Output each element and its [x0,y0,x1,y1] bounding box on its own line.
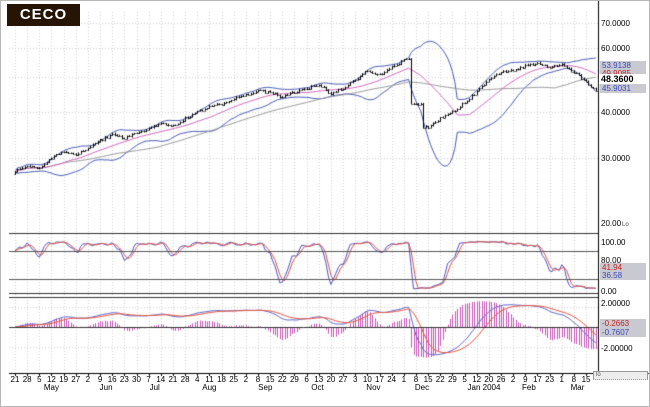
y-tick-60: 60.0000 [601,44,630,53]
x-tick-label: 15 [265,375,275,384]
month-label: Oct [311,383,324,392]
month-label: Jan 2004 [467,383,501,392]
x-tick-label: 21 [10,375,20,384]
x-tick-label: 3 [352,375,358,384]
x-tick-label: 11 [205,375,214,384]
month-label: Dec [414,383,430,392]
x-tick-label: 29 [447,375,457,384]
x-tick-label: 12 [46,375,56,384]
x-tick-label: 13 [314,375,324,384]
x-tick-label: 29 [289,375,299,384]
macd-value-badge: -0.7607 [600,328,646,337]
stoch-tick-0: 0.00 [601,287,617,296]
x-tick-label: 1 [401,375,407,384]
month-label: Sep [258,383,273,392]
y-tick-20-value: 20.00 [601,219,622,228]
x-tick-label: 8 [571,375,577,384]
x-tick-label: 14 [156,375,166,384]
y-tick-40: 40.0000 [601,108,630,117]
x-tick-label: 6 [304,375,309,384]
month-label: Feb [522,383,536,392]
macd-tick-neg2: -2.00000 [601,344,633,353]
x-tick-label: 28 [180,375,190,384]
x-tick-label: 2 [510,375,516,384]
last-price-badge: 48.3600 [599,74,646,84]
stoch-tick-80: 80.00 [601,256,622,265]
x-tick-label: 9 [523,375,528,384]
month-label: May [43,383,59,392]
x-tick-label: 23 [119,375,129,384]
x-tick-label: 15 [581,375,591,384]
x-tick-label: 5 [462,375,467,384]
x-tick-label: 22 [277,375,287,384]
x-tick-label: 17 [375,375,384,384]
mid-band-badge: 49.9085 [600,69,646,78]
x-tick-label: 7 [146,375,151,384]
axis-corner-widget: lo [593,371,648,380]
log-scale-label: Lo [622,222,629,228]
x-tick-label: 17 [532,375,542,384]
x-tick-label: 2 [85,375,91,384]
stoch-tick-100: 100.00 [601,238,626,247]
month-label: Jul [149,383,160,392]
x-tick-label: 27 [71,375,81,384]
x-tick-label: 9 [97,375,103,384]
x-tick-label: 4 [195,375,200,384]
y-tick-70: 70.0000 [601,19,630,28]
x-tick-label: 5 [37,375,42,384]
x-tick-label: 22 [435,375,445,384]
y-tick-30: 30.0000 [601,154,630,163]
x-tick-label: 24 [387,375,397,384]
x-tick-label: 1 [559,375,564,384]
month-label: Mar [570,383,585,392]
stoch-d-badge: 41.94 [600,263,646,272]
stoch-k-badge: 36.58 [600,271,646,280]
x-tick-label: 27 [338,375,348,384]
x-tick-label: 28 [22,375,32,384]
x-tick-label: 2 [243,375,249,384]
x-tick-label: 19 [59,375,69,384]
y-tick-20: 20.00Lo [601,219,629,230]
macd-tick-pos2: 2.00000 [601,299,630,308]
x-tick-label: 30 [132,375,141,384]
x-tick-label: 20 [484,375,494,384]
lower-band-badge: 45.9031 [600,84,646,93]
macd-signal-badge: -0.2663 [600,319,646,328]
x-tick-label: 21 [168,375,178,384]
x-tick-label: 10 [362,375,372,384]
x-tick-label: 25 [229,375,239,384]
month-label: Jun [99,383,113,392]
upper-band-badge: 53.9138 [600,61,646,70]
x-tick-label: 12 [472,375,482,384]
x-tick-label: 20 [326,375,336,384]
x-tick-label: 8 [413,375,419,384]
x-tick-label: 8 [255,375,261,384]
x-tick-label: 15 [423,375,433,384]
x-tick-label: 16 [107,375,117,384]
x-tick-label: 23 [545,375,555,384]
month-label: Nov [366,383,381,392]
month-label: Aug [202,383,217,392]
logo: CECO [7,4,80,26]
x-tick-label: 18 [217,375,226,384]
x-tick-label: 26 [496,375,506,384]
